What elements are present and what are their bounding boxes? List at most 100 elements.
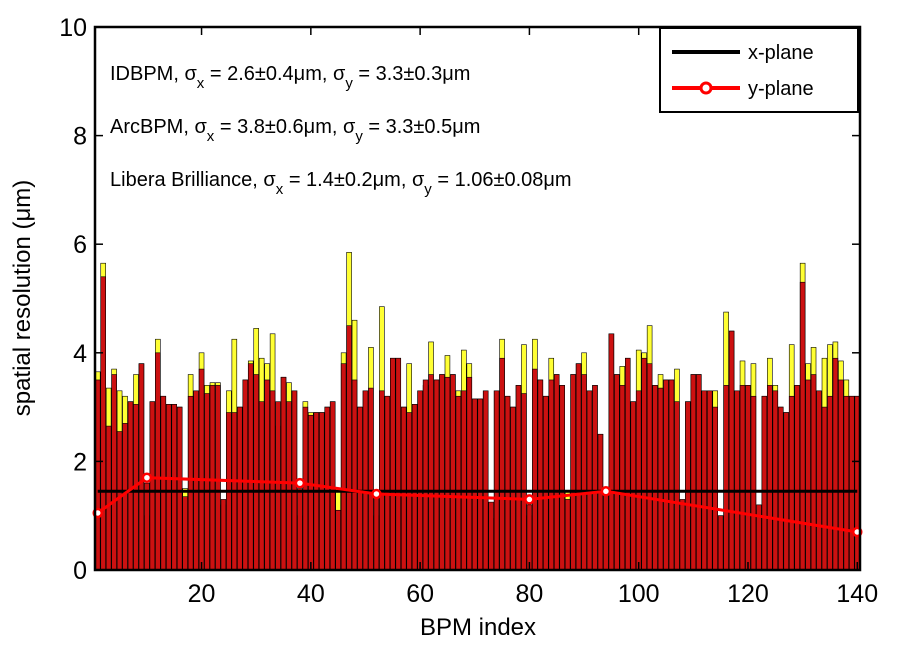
- bar: [668, 379, 675, 571]
- bar: [603, 493, 609, 571]
- bar: [745, 385, 751, 571]
- bar: [510, 406, 516, 571]
- bar: [679, 499, 686, 571]
- bar: [379, 390, 385, 571]
- bar: [390, 357, 396, 571]
- annotation-text: ArcBPM, σ: [110, 116, 207, 138]
- bar: [799, 281, 806, 571]
- legend-label: y-plane: [748, 78, 814, 100]
- legend: x-plane y-plane: [659, 27, 859, 113]
- bar: [444, 376, 451, 571]
- bar: [155, 352, 161, 571]
- bar: [553, 374, 560, 571]
- bar: [559, 385, 565, 571]
- series-marker: [524, 494, 535, 505]
- bar: [433, 379, 440, 571]
- bar: [767, 385, 773, 571]
- bar: [466, 376, 473, 571]
- bar: [674, 401, 680, 571]
- x-tick-label: 60: [406, 580, 434, 608]
- bar: [728, 330, 735, 571]
- bar: [149, 401, 156, 571]
- x-tick-label: 20: [188, 580, 216, 608]
- bar: [340, 363, 347, 571]
- bar: [253, 374, 259, 571]
- annotation-text: = 3.3±0.5μm: [363, 116, 481, 138]
- legend-marker: [699, 81, 713, 95]
- bar: [182, 496, 188, 571]
- x-tick-label: 80: [516, 580, 544, 608]
- bar: [138, 363, 145, 571]
- bar: [630, 401, 636, 571]
- annotation-text: = 1.4±0.2μm, σ: [283, 169, 425, 191]
- bar: [849, 395, 855, 571]
- bar: [821, 406, 828, 571]
- x-tick-label: 100: [618, 580, 660, 608]
- annotation-subscript: x: [207, 128, 215, 145]
- bar: [548, 379, 555, 571]
- bar: [450, 374, 456, 571]
- bar: [204, 393, 210, 571]
- bar: [280, 376, 287, 571]
- bar: [351, 379, 358, 571]
- x-tick-label: 120: [727, 580, 769, 608]
- bar: [357, 406, 363, 571]
- bar: [794, 385, 800, 571]
- x-axis-label: BPM index: [420, 614, 536, 641]
- bar: [614, 374, 620, 571]
- bar: [706, 390, 713, 571]
- bar: [166, 404, 172, 571]
- series-marker: [371, 488, 382, 500]
- bar: [701, 390, 708, 571]
- bar: [198, 368, 205, 571]
- annotation-subscript: x: [276, 181, 284, 198]
- bar: [515, 385, 522, 571]
- bar: [772, 390, 779, 571]
- legend-label: x-plane: [748, 42, 814, 64]
- bar: [116, 431, 123, 571]
- bar: [739, 385, 746, 571]
- bar: [493, 390, 500, 571]
- bar: [461, 390, 467, 571]
- bar: [297, 488, 303, 571]
- bar: [657, 387, 664, 571]
- bar: [843, 395, 850, 571]
- bar: [346, 325, 352, 571]
- bar: [838, 379, 844, 571]
- y-tick-label: 10: [59, 14, 87, 42]
- bar: [329, 401, 336, 571]
- series-marker: [141, 472, 153, 483]
- bar: [646, 363, 653, 571]
- bar: [176, 406, 183, 571]
- bar: [237, 406, 243, 571]
- bar: [592, 385, 598, 571]
- annotation-text: Libera Brilliance, σ: [110, 169, 276, 191]
- bar: [209, 385, 216, 571]
- bar: [187, 395, 194, 571]
- bar: [411, 404, 418, 571]
- annotation-subscript: y: [345, 75, 353, 92]
- y-tick-label: 8: [73, 123, 87, 151]
- bar: [302, 406, 309, 571]
- bar: [439, 374, 445, 571]
- annotation-subscript: x: [197, 75, 205, 92]
- bar: [805, 379, 811, 571]
- axes: 0 2 4 6 8 10 20 40 60 80 100 120 140: [59, 14, 878, 608]
- bar: [395, 357, 402, 571]
- bar: [286, 401, 292, 571]
- bar: [717, 515, 724, 571]
- bar: [122, 423, 128, 571]
- bar: [570, 374, 576, 571]
- bar: [477, 398, 483, 571]
- y-axis-label: spatial resolution (μm): [9, 180, 36, 417]
- bar: [543, 395, 549, 571]
- bar: [723, 385, 729, 571]
- bar: [625, 357, 631, 571]
- annotation: ArcBPM, σx = 3.8±0.6μm, σy = 3.3±0.5μm: [110, 116, 480, 145]
- bar: [690, 374, 697, 571]
- series-marker: [294, 477, 306, 489]
- bar: [160, 395, 167, 571]
- bar: [220, 499, 227, 571]
- y-tick-label: 4: [73, 340, 87, 368]
